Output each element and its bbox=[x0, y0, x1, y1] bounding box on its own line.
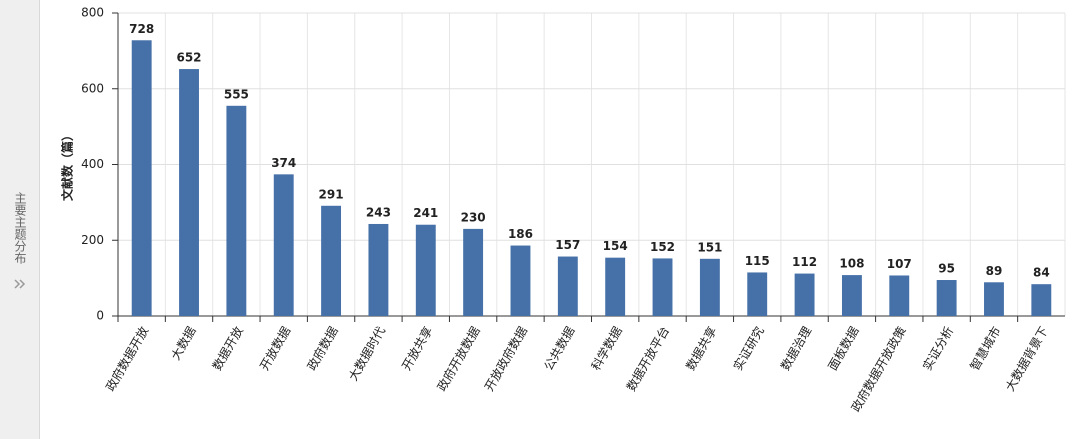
bar bbox=[841, 275, 862, 316]
bar bbox=[226, 105, 247, 316]
value-label: 555 bbox=[224, 87, 249, 101]
expand-icon[interactable] bbox=[0, 0, 40, 439]
value-label: 652 bbox=[176, 51, 201, 65]
x-tick-label: 政府数据 bbox=[304, 324, 341, 373]
value-label: 112 bbox=[792, 255, 817, 269]
x-tick-label: 智慧城市 bbox=[967, 324, 1004, 373]
value-label: 186 bbox=[508, 227, 533, 241]
bar bbox=[273, 174, 294, 316]
bar bbox=[794, 273, 815, 316]
y-tick-label: 0 bbox=[96, 309, 104, 323]
value-label: 728 bbox=[129, 22, 154, 36]
bar bbox=[510, 245, 531, 316]
value-label: 107 bbox=[887, 257, 912, 271]
bar bbox=[747, 272, 768, 316]
sidebar-label[interactable]: 主要主题分布 bbox=[13, 192, 27, 264]
value-label: 230 bbox=[461, 210, 486, 224]
x-tick-label: 开放数据 bbox=[256, 324, 293, 373]
x-tick-label: 数据开放平台 bbox=[623, 324, 672, 394]
y-tick-label: 600 bbox=[81, 81, 104, 95]
x-tick-label: 实证分析 bbox=[919, 324, 956, 373]
bar bbox=[936, 280, 957, 316]
bar bbox=[889, 275, 910, 316]
x-tick-label: 政府数据开放 bbox=[102, 324, 151, 394]
x-tick-label: 政府开放数据 bbox=[434, 324, 483, 394]
x-tick-label: 公共数据 bbox=[540, 324, 577, 373]
x-tick-label: 面板数据 bbox=[825, 324, 862, 373]
bar bbox=[368, 223, 389, 316]
x-tick-label: 数据共享 bbox=[683, 324, 720, 373]
bar bbox=[179, 69, 199, 317]
value-label: 151 bbox=[697, 240, 722, 254]
y-axis-label: 文献数（篇） bbox=[60, 129, 75, 201]
value-label: 84 bbox=[1033, 266, 1050, 280]
value-label: 241 bbox=[413, 206, 438, 220]
value-label: 89 bbox=[986, 264, 1003, 278]
bar bbox=[699, 258, 720, 316]
value-label: 157 bbox=[555, 238, 580, 252]
x-tick-label: 开放共享 bbox=[398, 324, 435, 373]
x-tick-label: 大数据背景下 bbox=[1002, 324, 1051, 394]
bar bbox=[605, 257, 626, 316]
value-label: 243 bbox=[366, 205, 391, 219]
bar bbox=[652, 258, 673, 316]
bar bbox=[1031, 284, 1052, 316]
value-label: 374 bbox=[271, 156, 296, 170]
x-tick-label: 大数据 bbox=[168, 324, 199, 363]
bar bbox=[463, 228, 484, 316]
x-tick-label: 数据治理 bbox=[777, 324, 814, 373]
value-label: 95 bbox=[938, 262, 955, 276]
value-label: 108 bbox=[839, 257, 864, 271]
bar bbox=[321, 205, 342, 316]
x-tick-label: 数据开放 bbox=[209, 324, 246, 373]
y-tick-label: 800 bbox=[81, 6, 104, 20]
x-tick-label: 大数据时代 bbox=[345, 324, 388, 383]
bar bbox=[557, 256, 578, 316]
value-label: 152 bbox=[650, 240, 675, 254]
value-label: 291 bbox=[319, 187, 344, 201]
sidebar[interactable]: 主要主题分布 bbox=[0, 0, 40, 439]
y-tick-label: 200 bbox=[81, 233, 104, 247]
bar bbox=[415, 224, 436, 316]
bar bbox=[131, 40, 152, 317]
value-label: 115 bbox=[745, 254, 770, 268]
bar bbox=[984, 282, 1004, 316]
x-tick-label: 实证研究 bbox=[730, 324, 767, 373]
y-tick-label: 400 bbox=[81, 157, 104, 171]
x-tick-label: 开放政府数据 bbox=[481, 324, 530, 394]
x-tick-label: 科学数据 bbox=[588, 324, 625, 373]
value-label: 154 bbox=[603, 239, 628, 253]
